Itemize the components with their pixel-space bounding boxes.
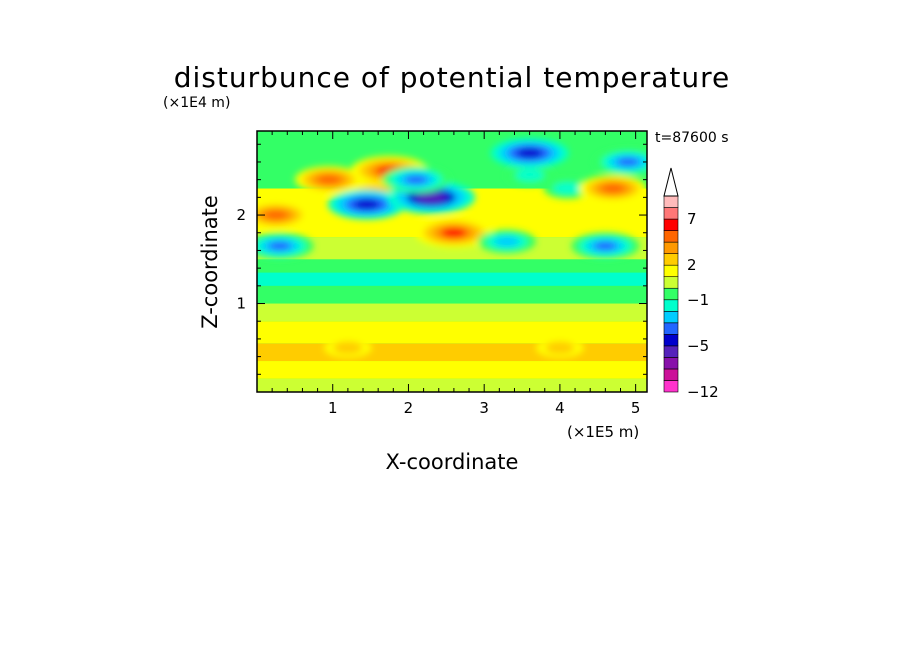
colorbar-swatch xyxy=(663,230,679,243)
colorbar-swatch xyxy=(663,253,679,266)
contour-feature xyxy=(594,241,617,251)
contour-feature xyxy=(268,241,292,251)
contour-band xyxy=(257,259,647,273)
colorbar-label: 7 xyxy=(687,210,697,228)
contour-feature xyxy=(404,175,428,185)
colorbar-swatch xyxy=(663,299,679,312)
x-tick-label: 2 xyxy=(404,399,414,417)
colorbar-label: −12 xyxy=(687,383,719,401)
x-tick-label: 3 xyxy=(479,399,489,417)
colorbar-swatch xyxy=(663,207,679,220)
colorbar-swatch xyxy=(663,195,679,208)
colorbar-swatch xyxy=(663,345,679,358)
contour-feature xyxy=(616,157,640,167)
contour-band xyxy=(257,321,647,344)
colorbar-swatch xyxy=(663,218,679,231)
colorbar-swatch xyxy=(663,334,679,347)
y-scale-label: (×1E4 m) xyxy=(163,95,230,111)
x-axis: 1 2 3 4 5 xyxy=(271,131,641,417)
plot-frame xyxy=(256,130,648,393)
contour-band xyxy=(257,343,647,362)
contour-band xyxy=(257,361,647,379)
contour-feature xyxy=(416,191,446,203)
colorbar-swatch xyxy=(663,310,679,324)
colorbar-swatch xyxy=(663,357,679,370)
contour-plot-area xyxy=(257,131,647,392)
x-tick-label: 1 xyxy=(328,399,338,417)
chart-title: disturbunce of potential temperature xyxy=(174,61,731,94)
contour-feature xyxy=(440,227,467,238)
y-tick-label: 1 xyxy=(236,295,246,313)
colorbar-swatch xyxy=(663,264,679,278)
colorbar-swatch xyxy=(663,380,679,393)
colorbar-extend-arrow xyxy=(663,167,679,197)
colorbar-swatch xyxy=(663,287,679,301)
colorbar-label: −5 xyxy=(687,337,709,355)
contour-band xyxy=(257,285,647,304)
x-tick-label: 4 xyxy=(555,399,565,417)
y-axis-label: Z-coordinate xyxy=(198,195,222,329)
contour-feature xyxy=(545,341,575,354)
colorbar-swatch xyxy=(663,322,679,335)
contour-band xyxy=(257,272,647,286)
contour-band xyxy=(257,303,647,322)
x-tick-label: 5 xyxy=(631,399,641,417)
colorbar-label: −1 xyxy=(687,291,709,309)
x-scale-label: (×1E5 m) xyxy=(567,423,639,441)
x-axis-label: X-coordinate xyxy=(386,450,519,474)
contour-feature xyxy=(264,210,288,220)
colorbar-swatch xyxy=(663,241,679,254)
contour-feature xyxy=(317,175,341,185)
time-label: t=87600 s xyxy=(655,130,729,146)
colorbar-swatch xyxy=(663,368,679,381)
contour-band xyxy=(257,237,647,260)
y-axis: 12 xyxy=(236,143,647,375)
colorbar: 7 2 −1 −5 −12 xyxy=(663,167,719,401)
colorbar-label: 2 xyxy=(687,256,697,274)
colorbar-swatch xyxy=(663,276,679,289)
contour-feature xyxy=(601,184,625,193)
y-tick-label: 2 xyxy=(236,206,246,224)
contour-feature xyxy=(553,182,582,195)
contour-feature xyxy=(515,169,545,182)
contour-feature xyxy=(494,236,520,247)
contour-feature xyxy=(516,148,543,159)
contour-feature xyxy=(353,199,380,210)
contour-band xyxy=(257,378,647,392)
contour-feature xyxy=(333,341,363,354)
